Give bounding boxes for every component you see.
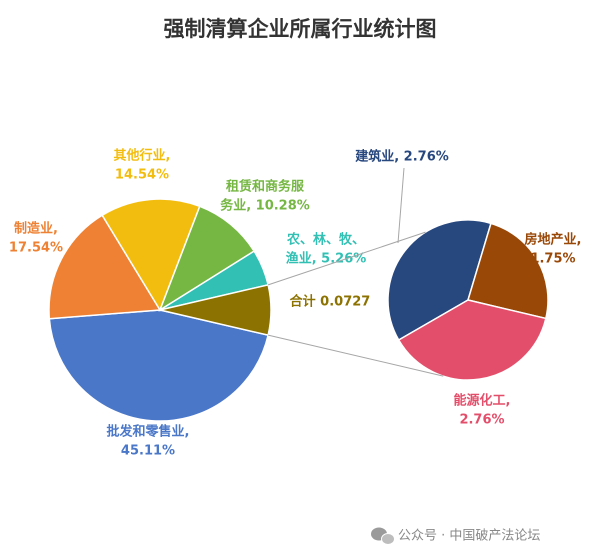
data-label: 建筑业, 2.76% [355, 149, 449, 165]
chart-title: 强制清算企业所属行业统计图 [164, 17, 437, 41]
data-label: 制造业, [14, 221, 58, 237]
data-label: 其他行业, [114, 148, 171, 164]
data-label: 务业, 10.28% [220, 198, 310, 214]
pie-slice [467, 222, 549, 320]
leader-line [397, 167, 405, 244]
pie-slice [101, 198, 201, 312]
data-label: 1.75% [530, 252, 575, 267]
data-label: 能源化工, [454, 393, 511, 409]
pie-slice [48, 309, 270, 422]
wechat-icon [371, 527, 395, 545]
pie-slice [387, 219, 492, 342]
pie-slice [397, 299, 547, 381]
pie-slice [158, 205, 256, 312]
data-label: 45.11% [121, 444, 175, 459]
data-label: 渔业, 5.26% [286, 251, 367, 267]
data-label: 租赁和商务服 [226, 179, 305, 195]
connector-line [268, 334, 444, 377]
pie-slice [48, 214, 162, 320]
data-label: 房地产业, [525, 232, 582, 248]
data-label: 2.76% [459, 413, 504, 428]
watermark: 公众号 · 中国破产法论坛 [398, 529, 540, 544]
data-label: 农、林、牧、 [286, 232, 365, 248]
data-label: 14.54% [115, 168, 169, 183]
data-label: 合计 0.0727 [290, 294, 371, 310]
connector-line [267, 231, 426, 286]
pie-slice [159, 283, 272, 337]
data-label: 批发和零售业, [107, 424, 190, 440]
data-label: 17.54% [9, 241, 63, 256]
